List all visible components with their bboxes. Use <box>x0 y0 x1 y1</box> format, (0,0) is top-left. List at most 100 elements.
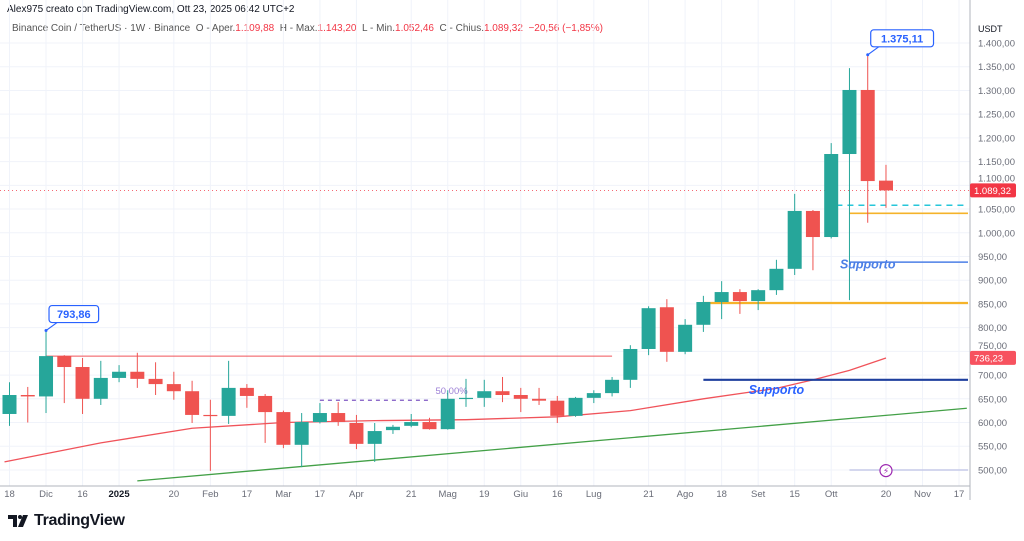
candle <box>203 399 218 471</box>
candle <box>422 417 437 430</box>
candle <box>148 362 163 396</box>
price-label-bg <box>970 350 1016 365</box>
candle <box>404 413 419 428</box>
x-tick-label: 20 <box>881 489 892 500</box>
low-value: 1.052,46 <box>395 23 434 34</box>
candle <box>568 396 583 417</box>
x-tick-label: 16 <box>77 489 88 500</box>
y-tick-label: 1.150,00 <box>978 157 1015 168</box>
candle <box>112 365 127 383</box>
candle-body <box>221 387 236 416</box>
candle <box>532 387 547 405</box>
lightning-icon: ⚡ <box>879 463 893 478</box>
close-value: 1.089,32 <box>483 23 523 34</box>
candle-body <box>860 89 875 182</box>
y-tick-label: 550,00 <box>978 442 1007 453</box>
lightning-icon-circle <box>879 463 893 478</box>
candle <box>39 330 54 414</box>
trend-line <box>137 407 967 482</box>
candle <box>732 289 747 314</box>
candle-body <box>148 378 163 385</box>
support-label: Supporto <box>749 383 805 397</box>
candle-body <box>294 422 309 445</box>
y-tick-label: 650,00 <box>978 394 1007 405</box>
candle-body <box>166 384 181 392</box>
change-value: −20,56 (−1,85%) <box>528 23 603 34</box>
support-label: Supporto <box>840 257 896 271</box>
candle-body <box>258 395 273 413</box>
candle-body <box>824 154 839 238</box>
candle <box>57 355 72 404</box>
candle-body <box>422 422 437 430</box>
chart-credit: Alex975 creato con TradingView.com, Ott … <box>7 4 295 15</box>
x-tick-label: 2025 <box>108 489 130 500</box>
x-tick-label: 17 <box>954 489 965 500</box>
candle-body <box>2 395 17 414</box>
tradingview-logo[interactable]: TradingView <box>8 512 125 530</box>
x-tick-label: Lug <box>586 489 602 500</box>
candle <box>166 371 181 400</box>
candle <box>769 259 784 295</box>
x-tick-label: Ago <box>677 489 694 500</box>
candle-body <box>532 398 547 401</box>
candle-body <box>842 89 857 155</box>
candle-body <box>678 324 693 352</box>
x-tick-label: 15 <box>789 489 800 500</box>
x-tick-label: 18 <box>4 489 15 500</box>
candle <box>459 378 473 407</box>
callout-box <box>870 29 935 48</box>
candle <box>294 413 309 468</box>
candle-body <box>440 398 455 430</box>
y-tick-label: 1.200,00 <box>978 133 1015 144</box>
y-tick-label: 950,00 <box>978 252 1007 263</box>
candle-body <box>878 180 893 191</box>
candle-body <box>769 268 784 291</box>
tradingview-logo-icon <box>8 515 28 527</box>
y-tick-label: 850,00 <box>978 299 1007 310</box>
y-tick-label: 1.000,00 <box>978 228 1015 239</box>
y-tick-label: 1.350,00 <box>978 62 1015 73</box>
candle-body <box>623 348 638 380</box>
open-value: 1.109,88 <box>235 23 275 34</box>
candle-body <box>385 426 400 431</box>
y-tick-label: 1.100,00 <box>978 173 1015 184</box>
candle <box>842 68 857 301</box>
candle-body <box>751 290 766 302</box>
candle <box>312 403 327 424</box>
candle <box>824 143 839 239</box>
candle-body <box>732 292 747 302</box>
fib-level-label: 50,00% <box>435 386 468 397</box>
x-tick-label: Nov <box>914 489 931 500</box>
candle <box>751 289 766 311</box>
price-callout: 793,86 <box>44 304 100 333</box>
x-tick-label: Dic <box>39 489 53 500</box>
x-tick-label: 19 <box>479 489 490 500</box>
price-axis-label: 1.089,32 <box>970 183 1016 198</box>
x-tick-label: 16 <box>552 489 563 500</box>
candle <box>513 387 528 413</box>
candle <box>860 54 875 223</box>
x-tick-label: Apr <box>349 489 364 500</box>
symbol-legend: Binance Coin / TetherUS · 1W · Binance O… <box>12 23 603 34</box>
candle-body <box>20 395 35 397</box>
candle-body <box>696 302 711 325</box>
candle-body <box>93 377 108 399</box>
y-tick-label: 750,00 <box>978 341 1007 352</box>
callout-anchor <box>44 329 48 333</box>
y-tick-label: 900,00 <box>978 276 1007 287</box>
candle <box>495 376 510 403</box>
candle <box>185 380 200 423</box>
symbol-name: Binance Coin / TetherUS · 1W · Binance <box>12 23 191 34</box>
candle <box>2 382 17 426</box>
candle-body <box>550 400 565 416</box>
candle <box>605 376 620 397</box>
y-tick-label: 600,00 <box>978 418 1007 429</box>
candle-body <box>477 391 492 398</box>
close-label: C - Chius. <box>439 23 484 34</box>
candle <box>787 193 802 275</box>
candle-body <box>714 292 729 303</box>
candle-body <box>641 308 656 349</box>
y-tick-label: 1.050,00 <box>978 205 1015 216</box>
candle <box>130 352 145 388</box>
